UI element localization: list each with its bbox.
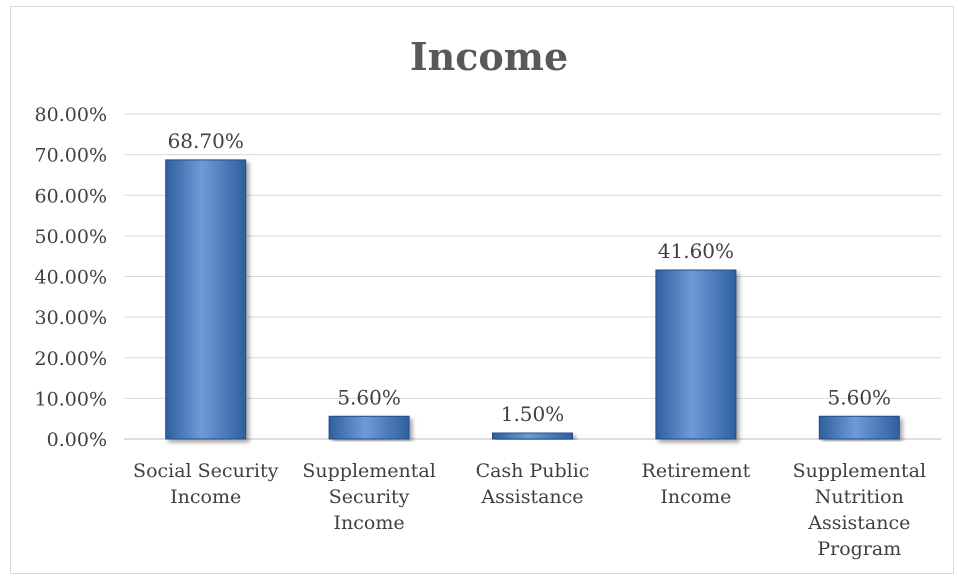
- bar-chart: Income 0.00% 10.00% 20.00% 30.00% 40.00% 50.0…: [35, 34, 941, 560]
- x-axis-category-labels: Social Security Income Supplemental Securit…: [133, 460, 926, 560]
- data-label: 5.60%: [828, 385, 892, 409]
- bar: [818, 415, 900, 440]
- category-label: Social Security Income: [133, 460, 279, 508]
- category-label: Supplemental Security Income: [302, 460, 435, 534]
- category-label: Cash Public Assistance: [476, 460, 590, 508]
- chart-frame: Income 0.00% 10.00% 20.00% 30.00% 40.00% 50.0…: [10, 6, 954, 574]
- bars: [165, 159, 900, 440]
- y-axis-ticks: 0.00% 10.00% 20.00% 30.00% 40.00% 50.00% 60.00…: [35, 104, 107, 451]
- bar: [328, 415, 410, 440]
- data-labels: 68.70% 5.60% 1.50% 41.60% 5.60%: [168, 129, 892, 426]
- bar: [655, 269, 737, 440]
- data-label: 1.50%: [501, 402, 565, 426]
- y-tick-label: 10.00%: [35, 388, 107, 410]
- bar: [165, 159, 247, 440]
- y-tick-label: 70.00%: [35, 145, 107, 167]
- y-tick-label: 0.00%: [47, 429, 107, 451]
- y-tick-label: 30.00%: [35, 307, 107, 329]
- data-label: 5.60%: [337, 385, 401, 409]
- y-tick-label: 60.00%: [35, 185, 107, 207]
- data-label: 41.60%: [658, 239, 734, 263]
- category-label: Supplemental Nutrition Assistance Program: [793, 460, 926, 560]
- category-label: Retirement Income: [642, 460, 751, 508]
- y-tick-label: 80.00%: [35, 104, 107, 126]
- chart-title: Income: [410, 34, 568, 79]
- y-tick-label: 40.00%: [35, 267, 107, 289]
- y-tick-label: 20.00%: [35, 348, 107, 370]
- y-tick-label: 50.00%: [35, 226, 107, 248]
- data-label: 68.70%: [168, 129, 244, 153]
- gridlines: [124, 113, 941, 440]
- bar: [492, 432, 573, 440]
